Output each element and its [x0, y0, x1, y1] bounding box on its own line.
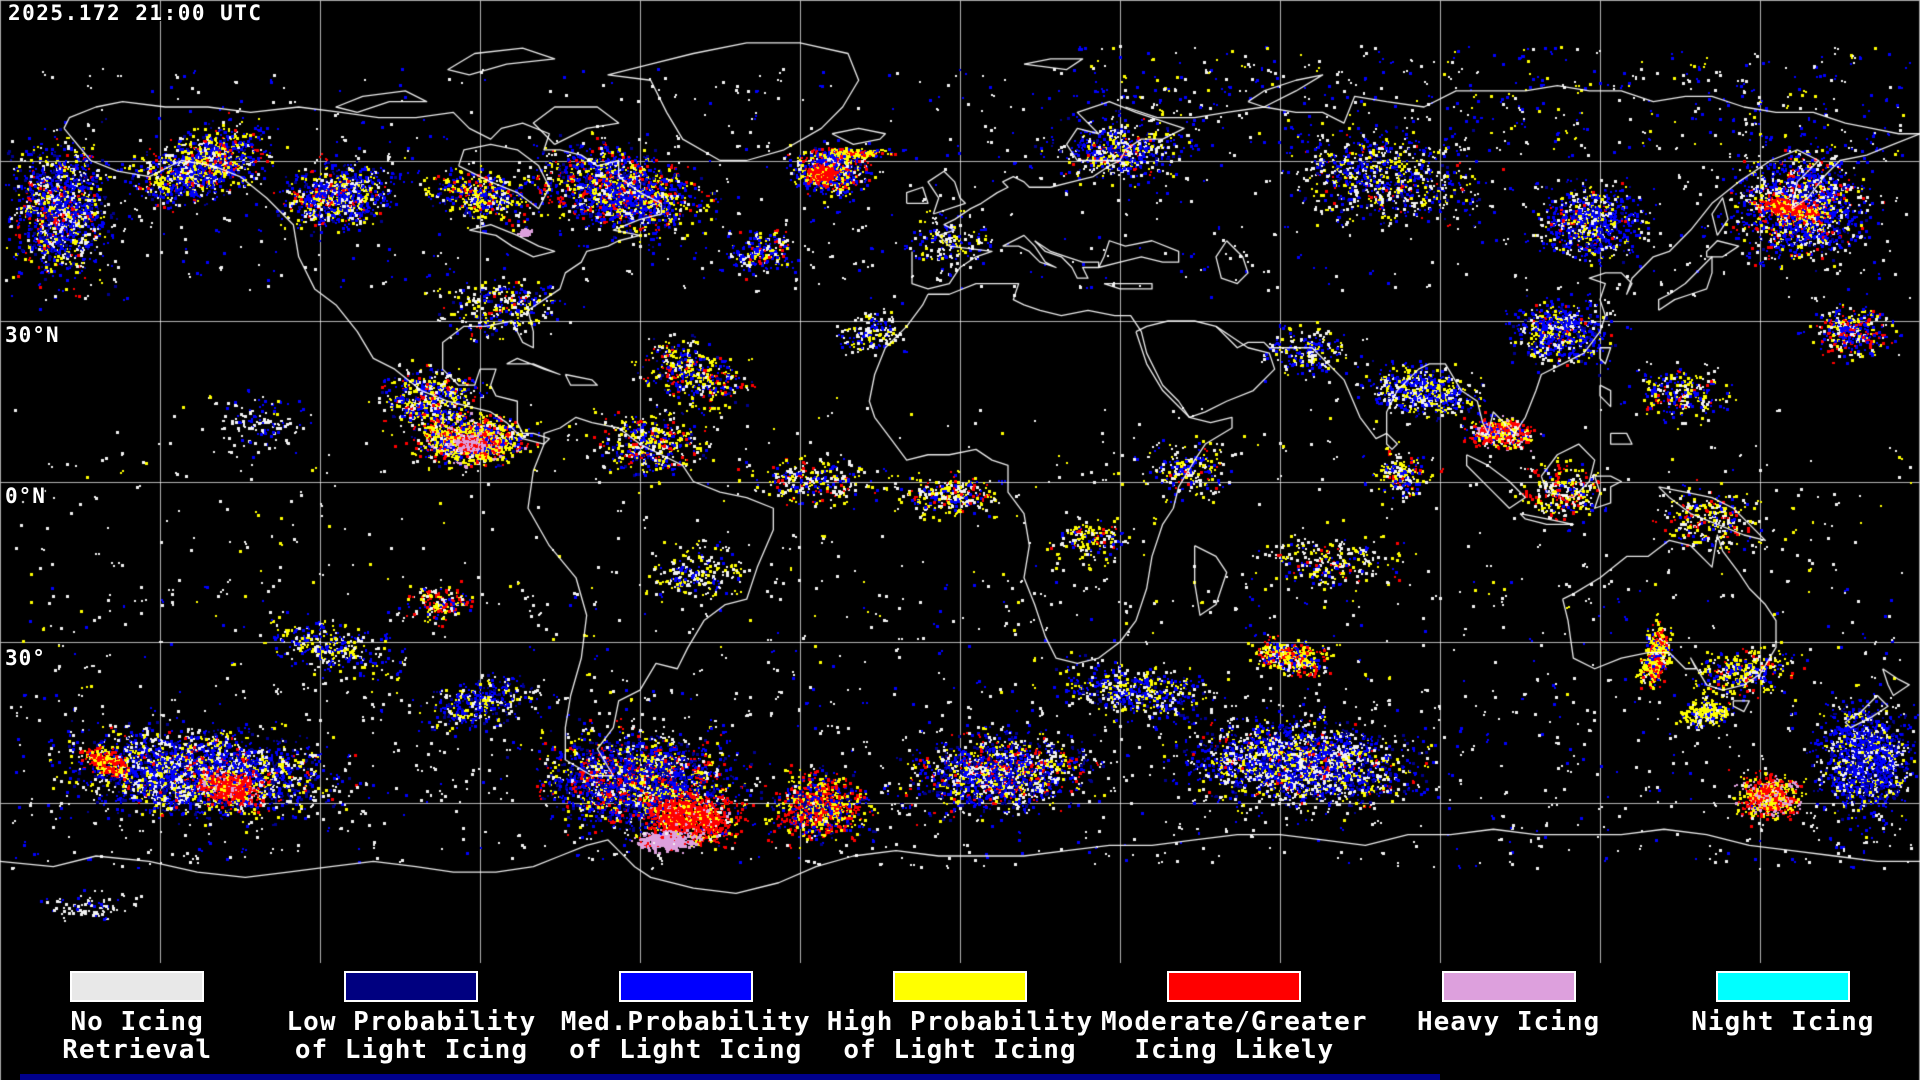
legend-color-swatch — [70, 971, 205, 1002]
lat-label: 30°N — [5, 323, 60, 347]
legend-label: Heavy Icing — [1416, 1007, 1601, 1037]
legend-item: Night Icing — [1646, 971, 1920, 1064]
legend-item: Low Probability of Light Icing — [274, 971, 548, 1064]
legend-color-swatch — [892, 971, 1027, 1002]
legend-color-swatch — [344, 971, 479, 1002]
legend-label: Night Icing — [1691, 1007, 1875, 1037]
legend-item: High Probability of Light Icing — [823, 971, 1097, 1064]
legend-label: Moderate/Greater Icing Likely — [1101, 1007, 1368, 1065]
legend-label: High Probability of Light Icing — [826, 1007, 1094, 1065]
legend-label: No Icing Retrieval — [62, 1007, 213, 1065]
timestamp-label: 2025.172 21:00 UTC — [8, 1, 263, 25]
legend-bar: No Icing Retrieval Low Probability of Light… — [0, 971, 1920, 1064]
lat-label: 30° — [5, 646, 46, 670]
legend-label: Low Probability of Light Icing — [286, 1007, 537, 1065]
legend-item: Moderate/Greater Icing Likely — [1097, 971, 1371, 1064]
legend-color-swatch — [1441, 971, 1576, 1002]
bottom-navy-strip — [20, 1074, 1440, 1080]
lat-label: 0°N — [5, 484, 46, 508]
legend-item: Heavy Icing — [1371, 971, 1645, 1064]
legend-item: Med.Probability of Light Icing — [549, 971, 823, 1064]
legend-color-swatch — [1715, 971, 1850, 1002]
legend-color-swatch — [618, 971, 753, 1002]
legend-label: Med.Probability of Light Icing — [560, 1007, 811, 1065]
legend-color-swatch — [1167, 971, 1302, 1002]
legend-item: No Icing Retrieval — [0, 971, 274, 1064]
